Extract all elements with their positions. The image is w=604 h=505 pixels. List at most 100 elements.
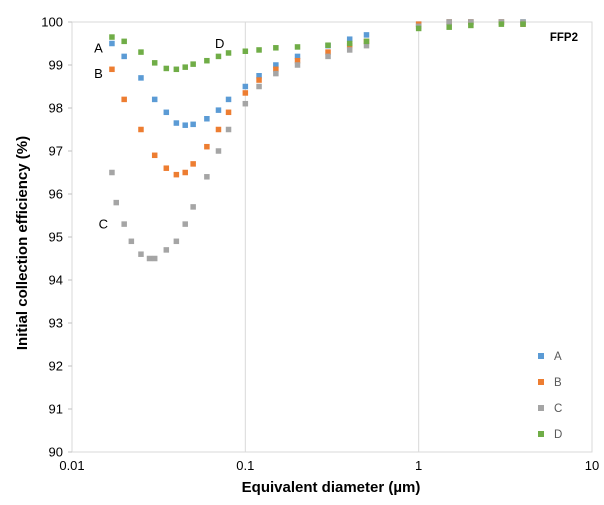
- data-point: [256, 47, 262, 53]
- data-point: [363, 42, 370, 49]
- data-point: [273, 70, 279, 77]
- legend-marker-A: [538, 353, 544, 359]
- data-point: [190, 204, 196, 210]
- data-point: [151, 152, 158, 159]
- data-point: [415, 25, 422, 32]
- legend-marker-B: [538, 379, 544, 385]
- data-point: [204, 143, 210, 150]
- y-tick-label: 95: [49, 230, 63, 245]
- grid: [71, 22, 593, 452]
- data-point: [294, 53, 301, 60]
- data-point: [113, 199, 119, 206]
- data-points: [109, 19, 526, 262]
- data-point: [173, 238, 180, 245]
- data-point: [163, 165, 170, 171]
- data-point: [138, 251, 144, 257]
- data-point: [363, 38, 370, 45]
- series-C: [109, 19, 526, 262]
- data-point: [215, 126, 222, 133]
- data-point: [173, 171, 180, 178]
- data-point: [215, 53, 222, 60]
- series-label-D: D: [215, 36, 224, 51]
- data-point: [242, 100, 249, 107]
- y-tick-label: 90: [49, 445, 63, 460]
- data-point: [204, 57, 210, 64]
- data-point: [468, 22, 474, 29]
- legend-marker-D: [538, 431, 544, 437]
- data-point: [173, 120, 180, 126]
- data-point: [215, 148, 222, 154]
- data-point: [109, 40, 115, 47]
- data-point: [468, 19, 474, 25]
- data-point: [215, 107, 222, 113]
- axes: 0.01 0.1 1 10 90 91 92 93 94 95 96 97 98 99 100: [41, 15, 599, 474]
- data-point: [109, 66, 115, 73]
- data-point: [163, 109, 170, 116]
- data-point: [242, 83, 249, 90]
- y-tick-label: 96: [49, 187, 63, 202]
- data-point: [363, 32, 370, 38]
- data-point: [273, 62, 279, 68]
- data-point: [138, 126, 144, 133]
- data-point: [182, 122, 188, 128]
- data-point: [190, 61, 196, 67]
- data-point: [325, 42, 331, 48]
- data-point: [173, 66, 180, 73]
- legend-label-D: D: [554, 429, 562, 441]
- data-point: [121, 96, 127, 103]
- data-point: [294, 62, 301, 68]
- data-point: [256, 73, 262, 79]
- data-point: [346, 36, 353, 42]
- legend-marker-C: [538, 405, 544, 411]
- legend-label-B: B: [554, 377, 562, 389]
- data-point: [225, 96, 232, 103]
- y-tick-label: 91: [49, 402, 63, 417]
- data-point: [294, 44, 301, 50]
- annotations: FFP2 AB C D: [94, 32, 578, 232]
- data-point: [146, 255, 153, 262]
- data-point: [138, 49, 144, 55]
- x-tick-label: 0.1: [236, 458, 254, 473]
- y-axis-title: Initial collection efficiency (%): [14, 136, 31, 350]
- x-tick-label: 10: [585, 458, 599, 473]
- data-point: [190, 121, 196, 128]
- data-point: [273, 66, 279, 73]
- data-point: [204, 174, 210, 180]
- x-tick-label: 1: [415, 458, 422, 473]
- plot-frame: [71, 21, 593, 453]
- data-point: [520, 21, 526, 27]
- data-point: [190, 161, 196, 167]
- data-point: [446, 19, 452, 25]
- data-point: [273, 45, 279, 51]
- data-point: [446, 24, 452, 30]
- data-point: [325, 49, 331, 55]
- data-point: [182, 221, 188, 227]
- y-tick-label: 93: [49, 316, 63, 331]
- data-point: [242, 48, 249, 54]
- legend-label-C: C: [554, 403, 562, 415]
- data-point: [128, 238, 135, 245]
- data-point: [151, 255, 158, 262]
- data-point: [163, 247, 170, 253]
- data-point: [225, 126, 232, 133]
- data-point: [225, 50, 232, 56]
- y-tick-label: 98: [49, 101, 63, 116]
- data-point: [346, 40, 353, 47]
- data-point: [121, 53, 127, 60]
- data-point: [121, 38, 127, 45]
- series-D: [109, 21, 526, 73]
- y-tick-label: 99: [49, 58, 63, 73]
- chart-label: FFP2: [550, 32, 578, 44]
- data-point: [138, 75, 144, 81]
- data-point: [151, 96, 158, 103]
- data-point: [151, 60, 158, 66]
- x-axis-title: Equivalent diameter (µm): [242, 479, 421, 496]
- series-label-A: A: [94, 40, 103, 55]
- data-point: [256, 83, 262, 90]
- data-point: [121, 221, 127, 227]
- data-point: [109, 169, 115, 176]
- y-tick-label: 92: [49, 359, 63, 374]
- legend: A B C D: [538, 351, 562, 441]
